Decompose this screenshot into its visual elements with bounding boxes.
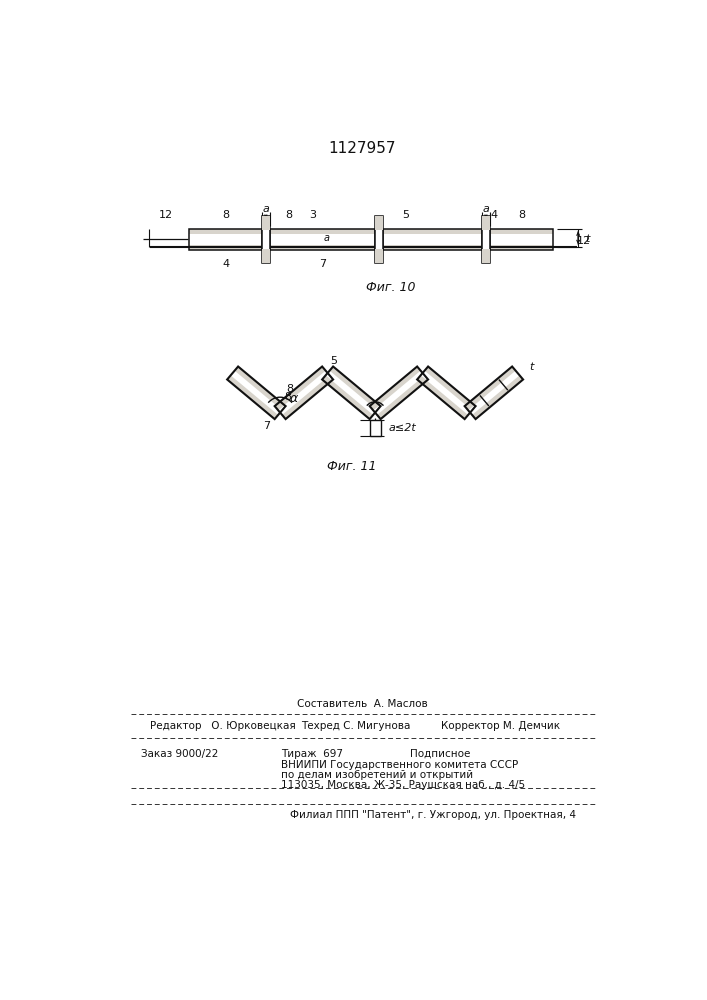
Bar bbox=[490, 229, 554, 234]
Polygon shape bbox=[417, 375, 468, 419]
Text: 12: 12 bbox=[578, 236, 592, 246]
Text: Корректор М. Демчик: Корректор М. Демчик bbox=[441, 721, 560, 731]
Text: 8: 8 bbox=[286, 210, 293, 220]
Text: Подписное: Подписное bbox=[410, 749, 470, 759]
Text: 8: 8 bbox=[518, 210, 525, 220]
Text: 5: 5 bbox=[402, 210, 409, 220]
Bar bbox=[370, 420, 380, 436]
Polygon shape bbox=[278, 371, 329, 415]
Text: Составитель  А. Маслов: Составитель А. Маслов bbox=[296, 699, 427, 709]
Text: t: t bbox=[585, 234, 590, 244]
Text: 7: 7 bbox=[262, 421, 270, 431]
Polygon shape bbox=[274, 367, 326, 410]
Bar bbox=[490, 229, 554, 250]
Bar bbox=[482, 249, 490, 263]
Text: 7: 7 bbox=[319, 259, 326, 269]
Text: 8: 8 bbox=[222, 210, 229, 220]
Text: a: a bbox=[482, 204, 489, 214]
Text: Филиал ППП "Патент", г. Ужгород, ул. Проектная, 4: Филиал ППП "Патент", г. Ужгород, ул. Про… bbox=[290, 810, 576, 820]
Polygon shape bbox=[421, 371, 472, 415]
Text: Техред С. Мигунова: Техред С. Мигунова bbox=[301, 721, 411, 731]
Bar bbox=[189, 229, 262, 250]
Polygon shape bbox=[472, 375, 523, 419]
Text: Тираж  697: Тираж 697 bbox=[281, 749, 343, 759]
Text: 4: 4 bbox=[222, 259, 229, 269]
Bar bbox=[383, 229, 482, 250]
Polygon shape bbox=[230, 371, 282, 415]
Polygon shape bbox=[373, 371, 425, 415]
Text: 113035, Москва, Ж-35, Раушская наб., д. 4/5: 113035, Москва, Ж-35, Раушская наб., д. … bbox=[281, 780, 525, 790]
Bar bbox=[375, 216, 383, 263]
Bar bbox=[270, 229, 375, 250]
Bar bbox=[482, 216, 490, 263]
Polygon shape bbox=[235, 367, 286, 410]
Polygon shape bbox=[326, 371, 377, 415]
Text: 8: 8 bbox=[284, 392, 291, 402]
Bar bbox=[375, 216, 383, 230]
Polygon shape bbox=[370, 367, 421, 410]
Bar bbox=[270, 234, 375, 245]
Bar bbox=[189, 234, 262, 245]
Polygon shape bbox=[464, 367, 515, 410]
Text: 5: 5 bbox=[330, 356, 337, 366]
Bar bbox=[383, 234, 482, 245]
Bar bbox=[270, 229, 375, 250]
Polygon shape bbox=[282, 375, 333, 419]
Polygon shape bbox=[468, 371, 520, 415]
Bar bbox=[270, 245, 375, 250]
Bar bbox=[189, 245, 262, 250]
Text: 12: 12 bbox=[159, 210, 173, 220]
Bar bbox=[383, 229, 482, 234]
Bar bbox=[189, 229, 262, 234]
Text: Фиг. 10: Фиг. 10 bbox=[366, 281, 416, 294]
Polygon shape bbox=[227, 375, 278, 419]
Text: a≤2t: a≤2t bbox=[388, 423, 416, 433]
Polygon shape bbox=[425, 367, 476, 410]
Bar bbox=[375, 249, 383, 263]
Bar bbox=[482, 216, 490, 230]
Text: 3: 3 bbox=[309, 210, 316, 220]
Text: Редактор   О. Юрковецкая: Редактор О. Юрковецкая bbox=[151, 721, 296, 731]
Polygon shape bbox=[377, 375, 428, 419]
Bar bbox=[262, 216, 270, 263]
Text: a: a bbox=[323, 233, 329, 243]
Polygon shape bbox=[329, 367, 380, 410]
Bar bbox=[490, 229, 554, 250]
Bar bbox=[383, 245, 482, 250]
Text: Фиг. 11: Фиг. 11 bbox=[327, 460, 377, 473]
Text: ВНИИПИ Государственного комитета СССР: ВНИИПИ Государственного комитета СССР bbox=[281, 760, 518, 770]
Bar bbox=[262, 216, 270, 230]
Text: 1127957: 1127957 bbox=[328, 141, 396, 156]
Text: 8: 8 bbox=[286, 384, 293, 394]
Text: t: t bbox=[530, 362, 534, 372]
Text: 4: 4 bbox=[490, 210, 497, 220]
Bar bbox=[270, 229, 375, 234]
Polygon shape bbox=[322, 375, 373, 419]
Bar bbox=[189, 229, 262, 250]
Bar bbox=[383, 229, 482, 250]
Bar bbox=[262, 249, 270, 263]
Text: Заказ 9000/22: Заказ 9000/22 bbox=[141, 749, 218, 759]
Text: a: a bbox=[262, 204, 269, 214]
Bar bbox=[490, 234, 554, 245]
Bar bbox=[490, 245, 554, 250]
Text: по делам изобретений и открытий: по делам изобретений и открытий bbox=[281, 770, 473, 780]
Text: α: α bbox=[290, 392, 298, 405]
